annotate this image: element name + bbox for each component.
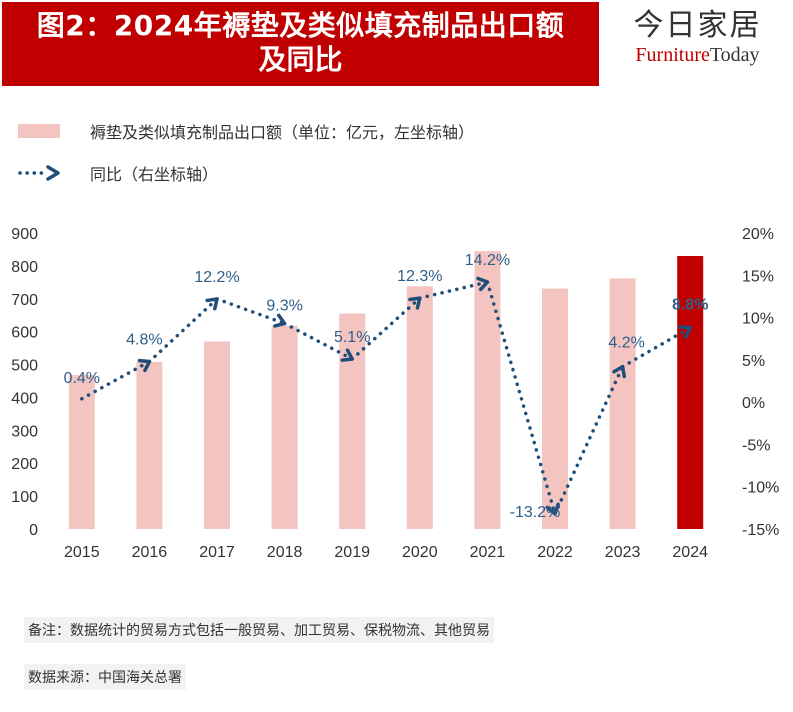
yoy-data-label-2022: -13.2% xyxy=(510,504,561,521)
brand-en-b: Today xyxy=(709,44,760,66)
legend-item-bar: 褥垫及类似填充制品出口额（单位：亿元，左坐标轴） xyxy=(18,116,474,146)
y-left-tick-label: 900 xyxy=(11,226,38,243)
data-source: 数据来源：中国海关总署 xyxy=(24,664,186,690)
y-right-tick-label: 20% xyxy=(742,226,774,243)
x-tick-label: 2024 xyxy=(672,544,708,561)
y-right-tick-label: 5% xyxy=(742,353,765,370)
line-segment xyxy=(282,321,354,361)
yoy-data-label-2018: 9.3% xyxy=(266,297,302,314)
yoy-data-label-2023: 4.2% xyxy=(608,335,644,352)
legend-bar-swatch xyxy=(18,124,60,138)
x-tick-label: 2017 xyxy=(199,544,235,561)
bar-2016 xyxy=(136,361,163,529)
chart-title-line2: 及同比 xyxy=(258,43,343,76)
bar-2023 xyxy=(609,278,636,529)
bar-2020 xyxy=(406,286,433,529)
x-tick-label: 2020 xyxy=(402,544,438,561)
bar-2019 xyxy=(339,313,366,529)
line-segment xyxy=(80,359,152,401)
bar-2024 xyxy=(677,256,704,529)
legend-bar-label: 褥垫及类似填充制品出口额（单位：亿元，左坐标轴） xyxy=(90,123,475,142)
x-tick-label: 2022 xyxy=(537,544,573,561)
brand-en: FurnitureToday xyxy=(610,44,785,66)
y-right-tick-label: 15% xyxy=(742,268,774,285)
bar-2015 xyxy=(68,375,95,529)
line-point-arrow-2024 xyxy=(678,325,692,339)
chart-plot: 0 100 200 300 400 500 600 700 800 900 -15% -10% -5% 0… xyxy=(11,226,779,561)
bar-2021 xyxy=(474,251,501,530)
yoy-data-label-2019: 5.1% xyxy=(334,329,370,346)
yoy-data-label-2024: 8.8% xyxy=(672,297,708,314)
chart-title-line1: 图2：2024年褥垫及类似填充制品出口额 xyxy=(36,9,565,42)
x-tick-label: 2019 xyxy=(334,544,370,561)
y-right-tick-label: -15% xyxy=(742,522,779,539)
bar-2022 xyxy=(542,288,568,529)
line-segment xyxy=(350,296,422,361)
bar-2017 xyxy=(204,341,230,529)
brand-cn: 今日家居 xyxy=(633,8,762,43)
y-left-tick-label: 600 xyxy=(11,325,38,342)
x-tick-label: 2015 xyxy=(64,544,100,561)
legend: 褥垫及类似填充制品出口额（单位：亿元，左坐标轴） 同比（右坐标轴） xyxy=(18,116,474,200)
line-segment xyxy=(215,297,287,326)
footnote: 备注：数据统计的贸易方式包括一般贸易、加工贸易、保税物流、其他贸易 xyxy=(24,617,494,643)
line-segment xyxy=(485,280,557,516)
x-tick-label: 2016 xyxy=(132,544,168,561)
yoy-data-label-2015: 0.4% xyxy=(64,370,100,387)
yoy-data-label-2016: 4.8% xyxy=(126,332,162,349)
x-tick-label: 2021 xyxy=(470,544,506,561)
title-banner: 图2：2024年褥垫及类似填充制品出口额 及同比 xyxy=(2,2,599,86)
y-left-tick-label: 200 xyxy=(11,456,38,473)
y-left-tick-label: 300 xyxy=(11,423,38,440)
y-left-tick-label: 800 xyxy=(11,259,38,276)
y-right-tick-label: -5% xyxy=(742,437,770,454)
bar-2018 xyxy=(271,325,298,529)
yoy-data-label-2021: 14.2% xyxy=(465,252,510,269)
y-right-tick-label: -10% xyxy=(742,480,779,497)
line-segment xyxy=(620,325,692,369)
legend-line-label: 同比（右坐标轴） xyxy=(90,165,219,184)
y-left-tick-label: 0 xyxy=(29,522,38,539)
line-segment xyxy=(147,297,219,364)
yoy-data-label-2020: 12.3% xyxy=(397,268,442,285)
y-left-tick-label: 100 xyxy=(11,489,38,506)
yoy-data-label-2017: 12.2% xyxy=(194,269,239,286)
brand-en-a: Furniture xyxy=(635,44,710,66)
x-tick-label: 2018 xyxy=(267,544,303,561)
legend-line-swatch xyxy=(18,165,60,181)
y-right-tick-label: 0% xyxy=(742,395,765,412)
brand-logo: 今日家居 FurnitureToday xyxy=(610,8,785,66)
y-left-tick-label: 400 xyxy=(11,390,38,407)
y-right-tick-label: 10% xyxy=(742,311,774,328)
x-tick-label: 2023 xyxy=(605,544,641,561)
y-left-tick-label: 500 xyxy=(11,358,38,375)
legend-item-line: 同比（右坐标轴） xyxy=(18,158,474,188)
y-left-tick-label: 700 xyxy=(11,292,38,309)
